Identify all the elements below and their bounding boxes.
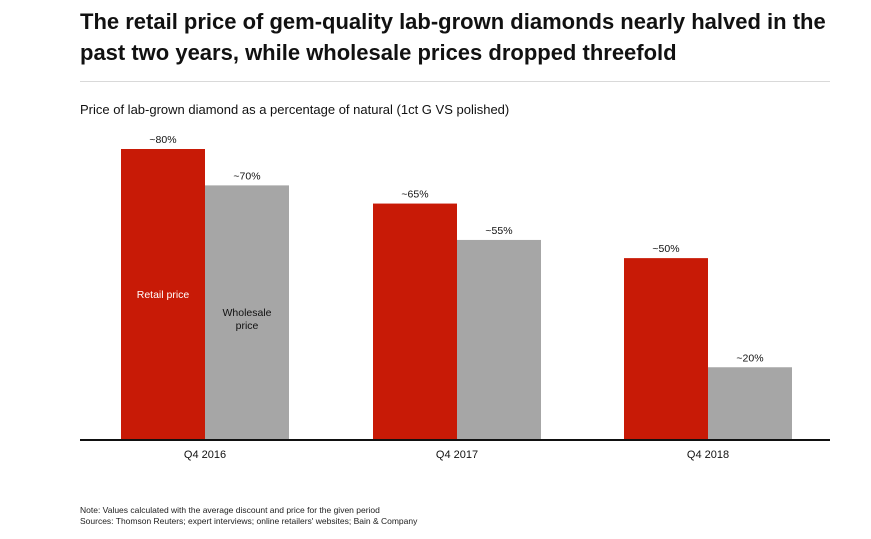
bar-wholesale-3 [708, 367, 792, 440]
series-label-retail: Retail price [137, 289, 190, 301]
series-label-wholesale-line-2: price [236, 320, 259, 332]
footnotes: Note: Values calculated with the average… [80, 505, 417, 527]
chart-subtitle: Price of lab-grown diamond as a percenta… [80, 102, 510, 117]
data-label-wholesale-2: ~55% [485, 225, 512, 237]
data-label-retail-1: ~80% [149, 134, 176, 146]
bar-retail-2 [373, 203, 457, 440]
data-label-wholesale-1: ~70% [233, 170, 260, 182]
x-tick-label-1: Q4 2016 [184, 449, 226, 461]
bar-retail-3 [624, 258, 708, 440]
series-label-wholesale-line-1: Wholesale [222, 307, 271, 319]
bar-retail-1 [121, 149, 205, 440]
bar-wholesale-1 [205, 185, 289, 440]
data-label-retail-3: ~50% [652, 243, 679, 255]
footnote-sources: Sources: Thomson Reuters; expert intervi… [80, 516, 418, 526]
chart-title: The retail price of gem-quality lab-grow… [80, 9, 826, 65]
footnote-note: Note: Values calculated with the average… [80, 505, 380, 515]
bar-wholesale-2 [457, 239, 541, 440]
title-divider [80, 81, 830, 82]
data-label-retail-2: ~65% [401, 189, 428, 201]
bar-chart: ~80% ~70% Q4 2016 ~65% ~55% Q4 2017 ~50% ~20% Q4… [80, 134, 830, 461]
x-tick-label-2: Q4 2017 [436, 449, 478, 461]
x-tick-label-3: Q4 2018 [687, 449, 729, 461]
data-label-wholesale-3: ~20% [736, 352, 763, 364]
